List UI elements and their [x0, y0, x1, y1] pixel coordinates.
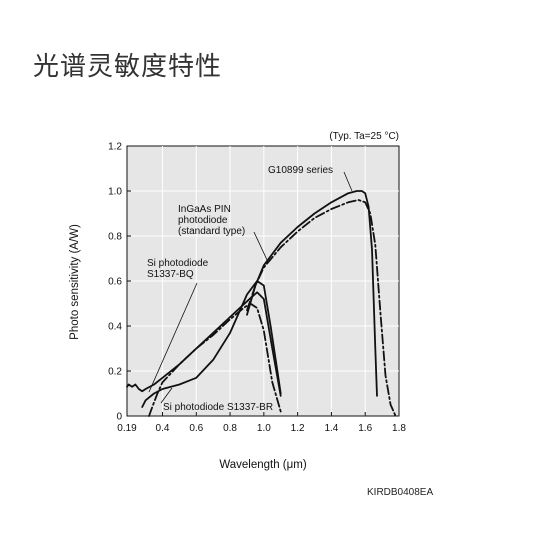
y-tick-label: 0.8	[108, 232, 122, 243]
axis-ticks: 0.19 0.4 0.6 0.8 1.0 1.2 1.4 1.6 1.8 0 0.2 0.4 0.6 0.…	[108, 142, 406, 435]
annotations: G10899 series InGaAs PINphotodiode(standa…	[147, 165, 353, 413]
x-tick-label: 0.8	[223, 423, 237, 434]
annotation-label: photodiode	[178, 215, 228, 226]
annotation-leader	[160, 387, 173, 404]
figure-code: KIRDB0408EA	[367, 487, 434, 498]
y-tick-label: 1.0	[108, 187, 122, 198]
annotation-leader	[343, 171, 353, 192]
grid-lines	[127, 146, 399, 416]
x-tick-label: 0.19	[117, 423, 137, 434]
x-tick-label: 1.2	[291, 423, 305, 434]
y-tick-label: 0.2	[108, 367, 122, 378]
y-tick-label: 0.6	[108, 277, 122, 288]
x-tick-label: 1.0	[257, 423, 271, 434]
annotation-label: (standard type)	[178, 226, 245, 237]
data-series	[126, 190, 397, 417]
x-tick-label: 0.4	[156, 423, 170, 434]
g10899-series-line	[246, 190, 378, 397]
x-tick-label: 0.6	[189, 423, 203, 434]
x-axis-title: Wavelength (μm)	[219, 459, 307, 471]
extra-si-line	[141, 280, 282, 408]
annotation-label: G10899 series	[268, 165, 333, 176]
y-tick-label: 0	[116, 412, 122, 423]
condition-note: (Typ. Ta=25 °C)	[329, 131, 399, 142]
annotation-label: InGaAs PIN	[178, 204, 231, 215]
page-title: 光谱灵敏度特性	[33, 52, 223, 82]
annotation-label: Si photodiode	[147, 258, 209, 269]
x-tick-label: 1.4	[324, 423, 338, 434]
ingaas-pin-line	[246, 199, 397, 417]
annotation-label: Si photodiode S1337-BR	[163, 402, 273, 413]
annotation-leader	[148, 282, 198, 393]
x-tick-label: 1.8	[392, 423, 406, 434]
x-tick-label: 1.6	[358, 423, 372, 434]
si-s1337-bq-line	[126, 291, 282, 397]
y-tick-label: 1.2	[108, 142, 122, 153]
annotation-leader	[253, 231, 269, 263]
annotation-label: S1337-BQ	[147, 269, 194, 280]
y-tick-label: 0.4	[108, 322, 122, 333]
y-axis-title: Photo sensitivity (A/W)	[69, 224, 81, 340]
